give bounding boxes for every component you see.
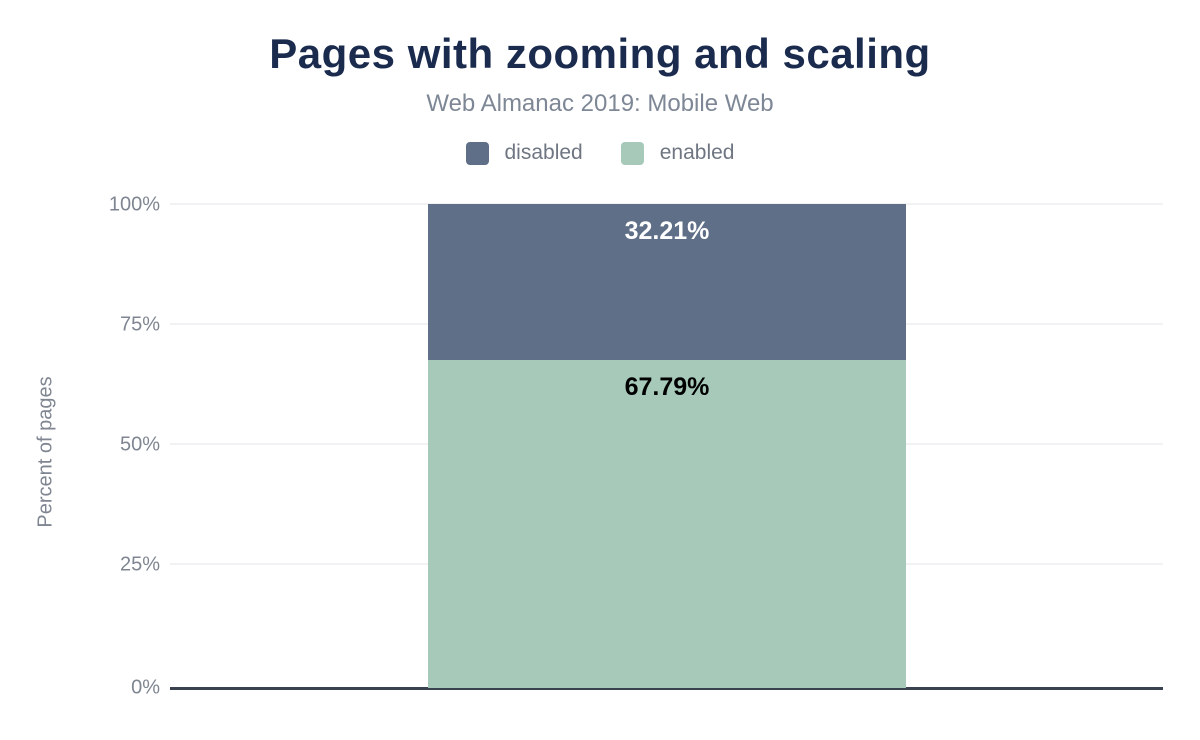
y-tick-50: 50% <box>119 433 160 456</box>
bar-segment-disabled[interactable]: 32.21% <box>428 204 906 360</box>
y-tick-25: 25% <box>119 553 160 576</box>
legend-swatch-enabled-icon <box>620 141 644 165</box>
y-tick-0: 0% <box>131 676 160 699</box>
legend-item-disabled[interactable]: disabled <box>465 141 583 165</box>
chart-title: Pages with zooming and scaling <box>269 30 931 77</box>
x-axis-line <box>170 687 1163 690</box>
y-tick-75: 75% <box>119 313 160 336</box>
stacked-bar: 32.21% 67.79% <box>428 204 906 688</box>
legend-swatch-disabled-icon <box>465 141 489 165</box>
legend-item-enabled[interactable]: enabled <box>620 141 735 165</box>
bar-segment-enabled[interactable]: 67.79% <box>428 359 906 688</box>
bar-segment-enabled-value: 67.79% <box>624 372 710 401</box>
chart-subtitle: Web Almanac 2019: Mobile Web <box>426 90 774 117</box>
y-tick-100: 100% <box>108 193 160 216</box>
legend: disabled enabled <box>0 141 1200 165</box>
legend-label-disabled: disabled <box>504 141 583 164</box>
y-axis-title: Percent of pages <box>34 376 57 528</box>
legend-label-enabled: enabled <box>659 141 735 164</box>
bar-segment-disabled-value: 32.21% <box>624 217 710 245</box>
